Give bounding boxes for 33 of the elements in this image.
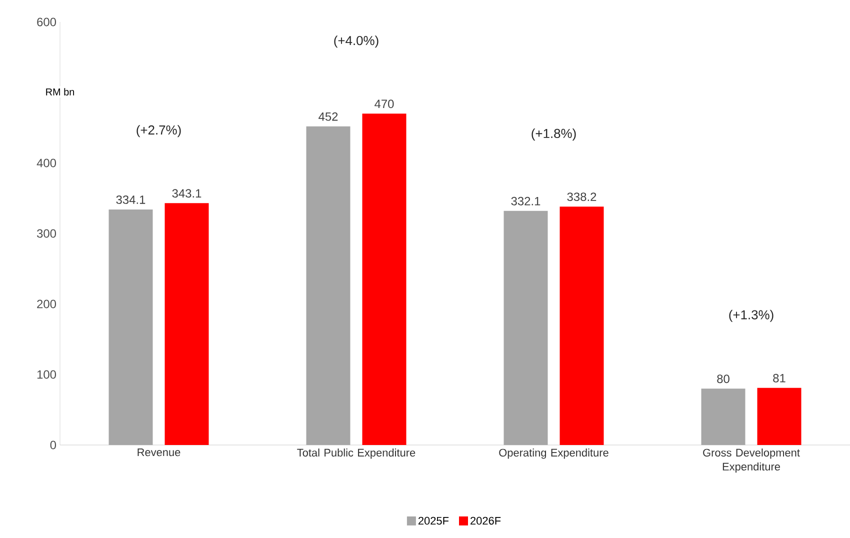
y-tick-label: 400: [36, 158, 56, 168]
data-label: 81: [773, 374, 786, 382]
bar: [504, 210, 548, 445]
data-label: 338.2: [567, 192, 596, 202]
x-tick-label: Total Public Expenditure: [297, 448, 416, 459]
bar: [757, 388, 802, 445]
data-label: 334.1: [116, 195, 146, 204]
legend-label: 2025F: [418, 516, 449, 525]
data-label: 343.1: [172, 189, 202, 198]
data-label: 80: [717, 374, 730, 384]
bar: [362, 114, 406, 445]
annotation: (+4.0%): [334, 36, 378, 48]
x-tick-label: Gross Development Expenditure: [703, 448, 800, 473]
bar: [306, 126, 350, 445]
bar: [108, 209, 153, 445]
bar: [164, 203, 209, 445]
y-tick-label: 0: [50, 440, 56, 450]
bar: [560, 206, 604, 445]
annotation: (+1.8%): [532, 128, 576, 141]
data-label: 470: [374, 100, 394, 108]
y-axis-title: RM bn: [46, 88, 74, 96]
x-tick-label: Revenue: [138, 448, 180, 456]
y-tick-label: 200: [37, 300, 56, 308]
data-label: 452: [318, 112, 338, 121]
y-tick-label: 600: [37, 18, 56, 26]
y-tick-label: 300: [36, 229, 56, 238]
legend-label: 2026F: [470, 516, 501, 525]
data-label: 332.1: [511, 196, 540, 206]
bar: [701, 388, 746, 445]
x-tick-label: Operating Expenditure: [499, 448, 608, 459]
annotation: (+2.7%): [136, 125, 181, 138]
y-tick-label: 100: [37, 370, 56, 379]
annotation: (+1.3%): [729, 310, 774, 322]
